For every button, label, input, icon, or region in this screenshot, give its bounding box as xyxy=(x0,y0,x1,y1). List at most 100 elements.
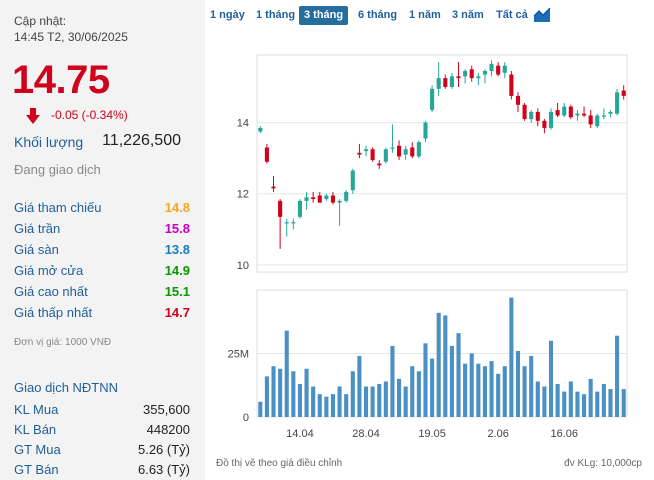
candle-body xyxy=(324,195,329,200)
candle-body xyxy=(258,127,263,132)
volume-bar xyxy=(423,343,428,417)
candle-body xyxy=(291,222,296,224)
tab-3-years[interactable]: 3 năm xyxy=(452,9,484,21)
tab-1-year[interactable]: 1 năm xyxy=(409,9,441,21)
stat-open-price: Giá mở cửa 14.9 xyxy=(14,263,190,283)
tab-3-months[interactable]: 3 tháng xyxy=(299,6,349,25)
candle-body xyxy=(621,90,626,96)
volume-bar xyxy=(482,366,487,417)
candle-body xyxy=(337,200,342,203)
area-chart-icon[interactable] xyxy=(533,6,551,24)
volume-bar xyxy=(568,381,573,417)
candle-body xyxy=(575,113,580,116)
candle-body xyxy=(410,147,415,157)
volume-bar xyxy=(344,394,349,417)
candle-body xyxy=(317,195,322,203)
volume-bar xyxy=(535,381,540,417)
stat-value: 13.8 xyxy=(164,242,190,257)
candle-body xyxy=(416,142,421,157)
candle-body xyxy=(370,149,375,160)
volume-bar xyxy=(476,363,481,417)
foreign-buy-value: GT Mua 5.26 (Tỷ) xyxy=(14,442,190,462)
volume-bar xyxy=(449,345,454,417)
volume-bar xyxy=(595,391,600,417)
volume-bar xyxy=(430,358,435,417)
volume-bar xyxy=(621,389,626,417)
volume-bar xyxy=(436,312,441,417)
volume-bar xyxy=(582,394,587,417)
stat-label: Giá cao nhất xyxy=(14,284,88,299)
volume-bar xyxy=(297,383,302,417)
candle-body xyxy=(509,74,514,96)
volume-bar xyxy=(403,386,408,417)
volume-unit-note: đv KLg: 10,000cp xyxy=(564,458,642,469)
foreign-trading-title: Giao dịch NĐTNN xyxy=(14,380,119,395)
current-price: 14.75 xyxy=(12,58,110,102)
candle-body xyxy=(522,104,527,120)
price-unit-note: Đơn vị giá: 1000 VNĐ xyxy=(14,337,112,348)
volume-bar xyxy=(575,391,580,417)
trading-status: Đang giao dịch xyxy=(14,162,101,177)
volume-bar xyxy=(278,368,283,417)
updated-time: 14:45 T2, 30/06/2025 xyxy=(14,30,128,44)
volume-bar xyxy=(304,368,309,417)
stat-label: Giá sàn xyxy=(14,242,59,257)
date-tick-label: 19.05 xyxy=(418,428,446,440)
volume-bar xyxy=(377,383,382,417)
price-plot-area xyxy=(256,54,628,273)
volume-bar xyxy=(311,386,316,417)
candle-body xyxy=(330,195,336,203)
stat-reference-price: Giá tham chiếu 14.8 xyxy=(14,200,190,220)
candle-body xyxy=(476,76,481,79)
foreign-buy-volume: KL Mua 355,600 xyxy=(14,402,190,422)
candle-body xyxy=(390,147,395,149)
date-tick-label: 2.06 xyxy=(487,428,508,440)
volume-bar xyxy=(264,376,269,417)
candle-body xyxy=(449,76,454,88)
price-change: -0.05 (-0.34%) xyxy=(51,108,128,122)
candle-body xyxy=(278,200,283,217)
updated-label: Cập nhật: xyxy=(14,14,67,28)
stat-value: 14.8 xyxy=(164,200,190,215)
tab-all[interactable]: Tất cả xyxy=(496,9,528,21)
volume-bar xyxy=(522,366,527,417)
date-tick-label: 28.04 xyxy=(352,428,380,440)
candle-body xyxy=(271,186,276,189)
candle-body xyxy=(562,106,567,116)
candle-body xyxy=(515,95,521,105)
volume-bar xyxy=(502,366,507,417)
volume-bar xyxy=(291,371,296,417)
stat-label: Giá mở cửa xyxy=(14,263,84,278)
foreign-label: KL Bán xyxy=(14,422,57,437)
volume-bar xyxy=(515,350,521,417)
tab-1-month[interactable]: 1 tháng xyxy=(256,9,296,21)
volume-label: Khối lượng xyxy=(14,134,84,150)
candle-body xyxy=(615,92,620,114)
stat-high-price: Giá cao nhất 15.1 xyxy=(14,284,190,304)
candle-body xyxy=(588,115,593,125)
volume-value: 11,226,500 xyxy=(102,132,181,149)
candle-body xyxy=(608,111,613,114)
tab-1-day[interactable]: 1 ngày xyxy=(210,9,245,21)
volume-bar xyxy=(271,366,276,417)
volume-bar xyxy=(317,394,322,417)
stat-low-price: Giá thấp nhất 14.7 xyxy=(14,305,190,325)
tab-6-months[interactable]: 6 tháng xyxy=(358,9,398,21)
volume-bar xyxy=(608,389,613,417)
volume-bar xyxy=(529,356,534,417)
volume-bar xyxy=(509,297,514,417)
stat-value: 14.7 xyxy=(164,305,190,320)
volume-bar xyxy=(324,396,329,417)
volume-bar xyxy=(456,333,461,417)
price-tick-label: 14 xyxy=(237,118,249,130)
foreign-value: 6.63 (Tỷ) xyxy=(137,462,190,477)
candle-body xyxy=(601,115,606,117)
foreign-sell-value: GT Bán 6.63 (Tỷ) xyxy=(14,462,190,480)
stat-ceiling-price: Giá trần 15.8 xyxy=(14,221,190,241)
candle-body xyxy=(535,111,540,121)
candle-body xyxy=(403,149,408,155)
quote-panel: Cập nhật: 14:45 T2, 30/06/2025 14.75 -0.… xyxy=(0,0,205,480)
volume-bar xyxy=(284,330,289,417)
volume-bar xyxy=(548,340,554,417)
candle-body xyxy=(502,65,507,73)
